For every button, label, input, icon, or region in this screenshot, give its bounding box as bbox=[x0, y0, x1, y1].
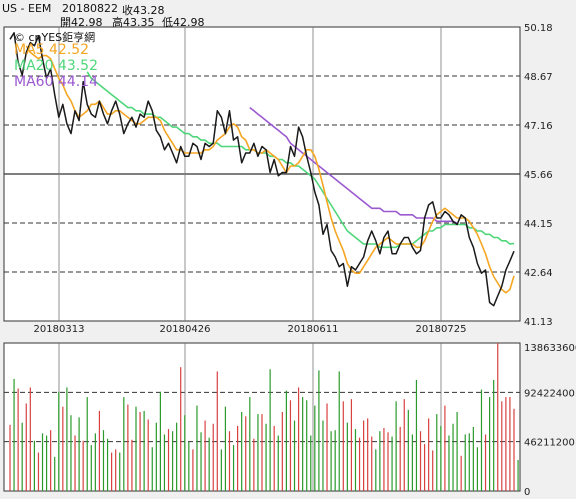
volume-tick-label: 92422400 bbox=[524, 388, 575, 399]
series-ma20 bbox=[86, 71, 515, 249]
volume-tick-label: 46211200 bbox=[524, 438, 575, 449]
volume-tick-label: 138633600 bbox=[524, 343, 576, 354]
watermark: © cnYES鉅亨網 bbox=[14, 31, 96, 44]
high-label: 高43.35 bbox=[112, 16, 155, 29]
axis-labels: 50.18 48.67 47.16 45.66 44.15 42.64 41.13 20180… bbox=[34, 23, 576, 498]
price-tick-label: 41.13 bbox=[524, 317, 553, 328]
price-tick-label: 48.67 bbox=[524, 72, 553, 83]
series-ma60 bbox=[249, 106, 458, 224]
symbol-label: US - EEM bbox=[2, 2, 52, 15]
volume-bars bbox=[9, 343, 519, 491]
open-label: 開42.98 bbox=[60, 16, 103, 29]
price-tick-label: 44.15 bbox=[524, 219, 553, 230]
date-tick-label: 20180611 bbox=[288, 324, 339, 335]
price-tick-label: 50.18 bbox=[524, 23, 553, 34]
legend-ma60: MA60 44.14 bbox=[14, 74, 98, 90]
close-label: 收43.28 bbox=[122, 4, 165, 17]
legend-ma5: MA5 42.52 bbox=[14, 42, 90, 58]
price-tick-label: 45.66 bbox=[524, 170, 553, 181]
date-tick-label: 20180426 bbox=[160, 324, 211, 335]
date-label: 20180822 bbox=[62, 2, 118, 15]
price-tick-label: 42.64 bbox=[524, 268, 553, 279]
low-label: 低42.98 bbox=[162, 16, 205, 29]
price-lines bbox=[9, 32, 515, 307]
price-tick-label: 47.16 bbox=[524, 121, 553, 132]
series-close bbox=[9, 32, 515, 307]
date-tick-label: 20180313 bbox=[34, 324, 85, 335]
date-tick-label: 20180725 bbox=[416, 324, 467, 335]
price-gridlines bbox=[4, 27, 520, 321]
series-ma5 bbox=[25, 45, 515, 294]
volume-tick-label: 0 bbox=[524, 487, 530, 498]
legend-ma20: MA20 43.52 bbox=[14, 58, 98, 74]
